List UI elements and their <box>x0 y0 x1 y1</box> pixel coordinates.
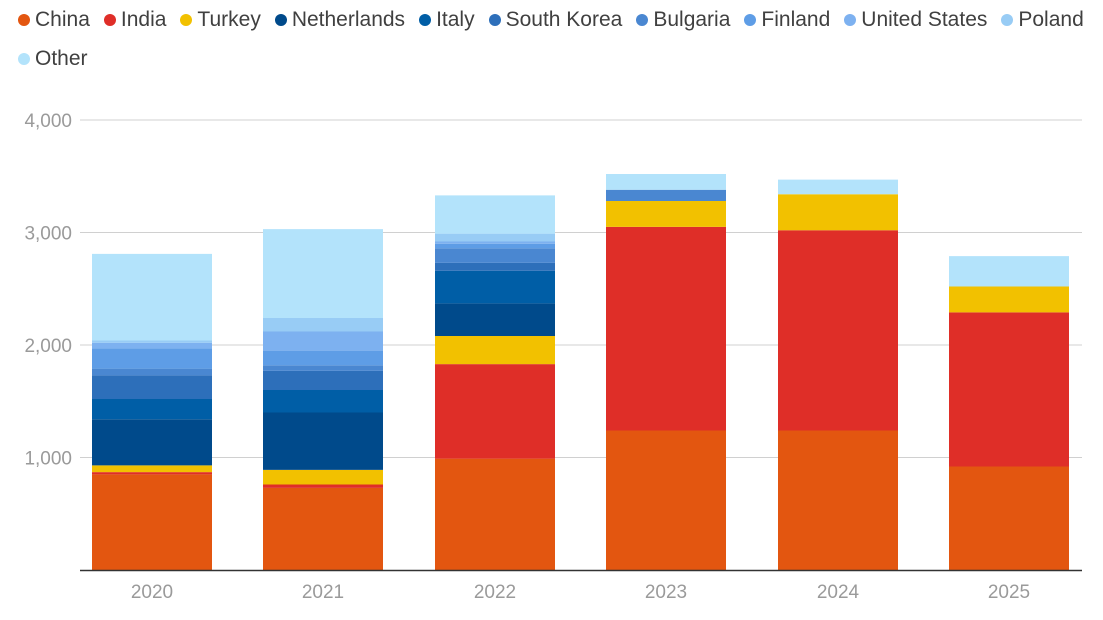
bar-segment <box>949 312 1069 467</box>
bar-segment <box>435 241 555 244</box>
legend-swatch <box>744 13 757 26</box>
legend-item: Italy <box>419 6 475 33</box>
bar-segment <box>92 348 212 369</box>
bar-segment <box>435 336 555 365</box>
bar-segment <box>92 465 212 473</box>
bar-segment <box>92 340 212 343</box>
bar-segment <box>778 430 898 570</box>
legend-label: Other <box>35 46 88 70</box>
bar-segment <box>92 368 212 376</box>
bar-segment <box>435 458 555 570</box>
legend-item: Netherlands <box>274 6 406 33</box>
bar-segment <box>263 469 383 485</box>
legend-swatch <box>274 13 287 26</box>
bar-segment <box>92 253 212 341</box>
bar-segment <box>92 472 212 475</box>
bar-segment <box>435 243 555 249</box>
bar-segment <box>435 364 555 459</box>
legend-label: Bulgaria <box>653 7 731 31</box>
legend-item: South Korea <box>488 6 623 33</box>
bar-segment <box>435 248 555 263</box>
bar-segment <box>263 370 383 390</box>
legend-label: Netherlands <box>291 7 406 31</box>
legend-swatch <box>1001 13 1014 26</box>
legend-label: United States <box>861 7 988 31</box>
chart-legend: China India Turkey Netherlands Italy South Ko… <box>18 6 1088 72</box>
legend-label: South Korea <box>505 7 623 31</box>
legend-item: India <box>103 6 167 33</box>
x-tick-label: 2020 <box>131 582 173 603</box>
y-tick-label: 2,000 <box>24 336 72 357</box>
x-tick-label: 2024 <box>817 582 860 603</box>
bar-segment <box>263 365 383 371</box>
y-tick-label: 4,000 <box>24 111 72 132</box>
bar-segment <box>606 201 726 227</box>
bar-segment <box>778 194 898 231</box>
gridlines <box>80 119 1082 458</box>
bar-segment <box>606 430 726 570</box>
legend-swatch <box>636 13 649 26</box>
legend-label: Italy <box>436 7 475 31</box>
bar-segment <box>435 270 555 304</box>
bar-segment <box>263 229 383 318</box>
legend-item: United States <box>844 6 987 33</box>
bar-segment <box>435 233 555 242</box>
legend-label: India <box>120 7 167 31</box>
legend-item: China <box>18 6 90 33</box>
legend-swatch <box>18 13 30 26</box>
y-axis-tick-labels: 1,000 2,000 3,000 4,000 <box>24 111 72 470</box>
legend-swatch <box>488 13 501 26</box>
legend-swatch <box>18 52 30 65</box>
x-tick-label: 2023 <box>645 582 687 603</box>
legend-item: Bulgaria <box>636 6 730 33</box>
bar-segment <box>606 174 726 190</box>
legend-swatch <box>103 13 116 26</box>
bar-segment <box>778 179 898 195</box>
legend-label: Turkey <box>197 7 261 31</box>
legend-label: Finland <box>761 7 831 31</box>
bar-segment <box>606 189 726 201</box>
bar-segment <box>263 487 383 570</box>
legend-item: Poland <box>1001 6 1084 33</box>
legend-swatch <box>844 13 857 26</box>
x-tick-label: 2025 <box>988 582 1030 603</box>
bar-segment <box>92 342 212 349</box>
x-axis-tick-labels: 2020 2021 2022 2023 2024 2025 <box>131 582 1030 603</box>
legend-swatch <box>419 13 432 26</box>
bar-segment <box>92 399 212 420</box>
y-tick-label: 1,000 <box>24 449 72 470</box>
bar-segment <box>263 412 383 470</box>
bar-segment <box>92 375 212 399</box>
bars <box>92 174 1069 570</box>
x-tick-label: 2021 <box>302 582 344 603</box>
bar-segment <box>949 256 1069 287</box>
bar-segment <box>949 286 1069 313</box>
bar-segment <box>435 195 555 234</box>
x-tick-label: 2022 <box>474 582 516 603</box>
bar-segment <box>92 474 212 570</box>
bar-segment <box>263 350 383 366</box>
legend-item: Turkey <box>180 6 261 33</box>
legend-item: Finland <box>744 6 830 33</box>
bar-segment <box>778 230 898 431</box>
bar-segment <box>263 318 383 332</box>
bar-segment <box>949 466 1069 570</box>
bar-segment <box>92 419 212 466</box>
y-tick-label: 3,000 <box>24 224 72 245</box>
bar-segment <box>263 331 383 351</box>
bar-segment <box>263 484 383 488</box>
bar-segment <box>435 303 555 336</box>
legend-label: Poland <box>1018 7 1084 31</box>
legend-swatch <box>180 13 193 26</box>
bar-segment <box>435 262 555 271</box>
legend-label: China <box>35 7 90 31</box>
bar-segment <box>263 390 383 413</box>
bar-segment <box>606 226 726 431</box>
legend-item: Other <box>18 45 88 72</box>
